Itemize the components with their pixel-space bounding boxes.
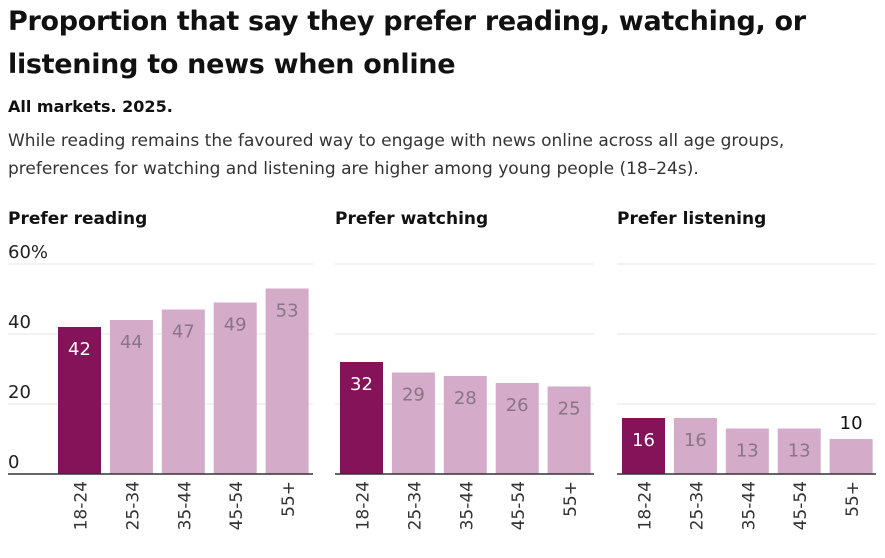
bar [161, 309, 205, 474]
data-label: 13 [788, 441, 811, 462]
chart-title: Proportion that say they prefer reading,… [8, 6, 806, 80]
x-tick-label: 45-54 [227, 481, 247, 530]
bar [213, 302, 257, 474]
x-tick-label: 55+ [843, 481, 863, 517]
data-label: 28 [454, 388, 477, 409]
chart-subtitle: All markets. 2025. [8, 97, 173, 116]
x-tick-label: 25-34 [405, 481, 425, 530]
data-label: 53 [276, 301, 299, 322]
x-tick-label: 45-54 [791, 481, 811, 530]
data-label: 16 [684, 430, 707, 451]
data-label: 47 [172, 322, 195, 343]
x-tick-label: 35-44 [739, 481, 759, 530]
x-tick-label: 45-54 [509, 481, 529, 530]
x-tick-label: 18-24 [636, 481, 656, 530]
bar [58, 327, 101, 474]
y-tick-label: 0 [8, 452, 19, 473]
data-label: 44 [120, 332, 143, 353]
x-tick-label: 55+ [279, 481, 299, 517]
bar [340, 362, 383, 474]
x-tick-label: 18-24 [354, 481, 374, 530]
bar [109, 320, 153, 474]
bar [443, 376, 487, 474]
bar [495, 383, 539, 474]
x-tick-label: 25-34 [687, 481, 707, 530]
data-label: 26 [506, 395, 529, 416]
panel-title: Prefer watching [335, 209, 488, 229]
data-label: 49 [224, 315, 247, 336]
y-tick-label: 40 [8, 312, 31, 333]
bar [673, 418, 717, 474]
x-tick-label: 25-34 [123, 481, 143, 530]
y-tick-label: 60% [8, 242, 48, 263]
bar [829, 439, 873, 474]
data-label: 16 [632, 430, 655, 451]
y-tick-label: 20 [8, 382, 31, 403]
x-tick-label: 55+ [561, 481, 581, 517]
data-label: 32 [350, 374, 373, 395]
bar [547, 386, 591, 474]
chart-description: While reading remains the favoured way t… [8, 131, 785, 179]
data-label: 29 [402, 385, 425, 406]
data-label: 13 [736, 441, 759, 462]
bar [622, 418, 665, 474]
x-tick-label: 35-44 [175, 481, 195, 530]
x-tick-label: 18-24 [72, 481, 92, 530]
data-label: 42 [68, 339, 91, 360]
data-label: 25 [558, 399, 581, 420]
bar [777, 428, 821, 474]
bar [265, 288, 309, 474]
x-tick-label: 35-44 [457, 481, 477, 530]
data-label: 10 [840, 413, 863, 434]
bar [725, 428, 769, 474]
panel-title: Prefer listening [617, 209, 766, 229]
panel-title: Prefer reading [8, 209, 147, 229]
bar [391, 372, 435, 474]
